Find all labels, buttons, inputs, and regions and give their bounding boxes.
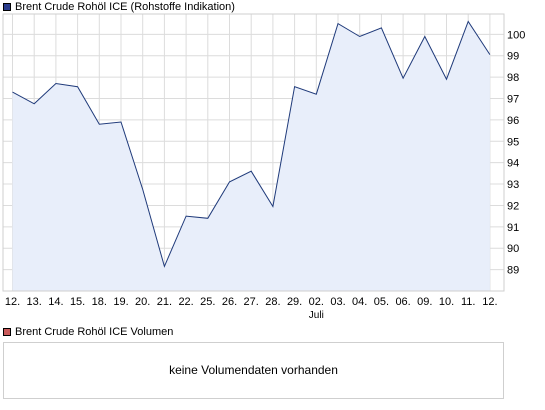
price-line	[12, 20, 491, 268]
x-tick-label: 04.	[352, 296, 367, 308]
x-tick-label: 10.	[439, 296, 454, 308]
x-tick-label: 22.	[178, 296, 193, 308]
plot-frame	[2, 13, 505, 292]
y-tick-label: 93	[507, 179, 519, 191]
main-legend-label: Brent Crude Rohöl ICE (Rohstoffe Indikat…	[15, 1, 235, 13]
y-tick-label: 97	[507, 93, 519, 105]
main-legend-swatch	[3, 3, 11, 11]
x-tick-label: 03.	[330, 296, 345, 308]
price-chart: 89 90 91 92 93 94 95 96 97 98 99 100 12. 13. 14. 15. 18…	[2, 13, 525, 321]
x-tick-label: 13.	[27, 296, 42, 308]
y-tick-label: 99	[507, 51, 519, 63]
x-tick-label: 12.	[482, 296, 497, 308]
volume-legend-swatch	[3, 328, 11, 336]
y-tick-label: 92	[507, 200, 519, 212]
x-month-label: Juli	[309, 310, 324, 321]
x-tick-label: 06.	[395, 296, 410, 308]
x-tick-label: 20.	[135, 296, 150, 308]
x-tick-label: 29.	[287, 296, 302, 308]
y-tick-label: 89	[507, 265, 519, 277]
x-tick-label: 09.	[417, 296, 432, 308]
x-tick-label: 25.	[200, 296, 215, 308]
x-tick-label: 28.	[265, 296, 280, 308]
volume-legend: Brent Crude Rohöl ICE Volumen	[3, 325, 173, 339]
x-tick-label: 14.	[48, 296, 63, 308]
y-tick-label: 100	[507, 29, 525, 41]
x-tick-label: 12.	[5, 296, 20, 308]
volume-empty-message: keine Volumendaten vorhanden	[169, 363, 338, 377]
x-tick-label: 26.	[222, 296, 237, 308]
y-tick-label: 94	[507, 158, 519, 170]
x-axis-ticks: 12. 13. 14. 15. 18. 19. 20. 21. 22. 25. 26. 27. 28. 2…	[5, 296, 498, 321]
x-tick-label: 27.	[244, 296, 259, 308]
y-tick-label: 98	[507, 72, 519, 84]
main-legend: Brent Crude Rohöl ICE (Rohstoffe Indikat…	[3, 0, 235, 14]
x-tick-label: 02.	[309, 296, 324, 308]
y-tick-label: 90	[507, 243, 519, 255]
x-tick-label: 11.	[461, 296, 475, 308]
x-tick-label: 19.	[113, 296, 128, 308]
x-tick-label: 15.	[70, 296, 85, 308]
x-tick-label: 18.	[92, 296, 107, 308]
volume-panel: keine Volumendaten vorhanden	[3, 342, 504, 399]
x-tick-label: 21.	[157, 296, 172, 308]
x-tick-label: 05.	[374, 296, 389, 308]
y-tick-label: 95	[507, 136, 519, 148]
y-tick-label: 96	[507, 115, 519, 127]
price-area	[12, 21, 490, 291]
y-tick-label: 91	[507, 222, 519, 234]
y-axis-ticks: 89 90 91 92 93 94 95 96 97 98 99 100	[507, 29, 525, 276]
volume-legend-label: Brent Crude Rohöl ICE Volumen	[15, 326, 174, 338]
